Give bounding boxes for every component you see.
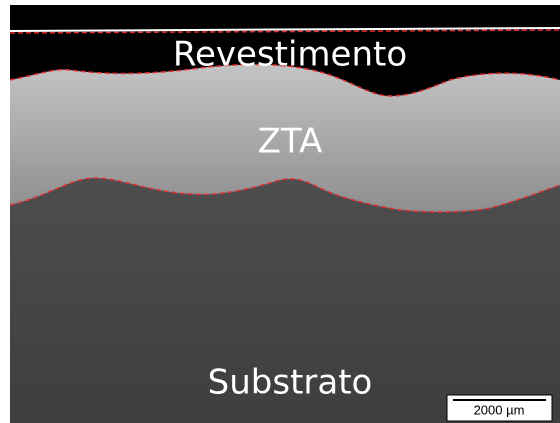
substrate-label: Substrato xyxy=(208,363,373,403)
micrograph: Revestimento ZTA Substrato 2000 µm xyxy=(0,0,560,423)
page: Revestimento ZTA Substrato 2000 µm (() =… xyxy=(0,0,560,423)
coating-label: Revestimento xyxy=(173,35,407,75)
scale-bar-label: 2000 µm xyxy=(474,402,525,417)
haz-label: ZTA xyxy=(258,122,323,162)
